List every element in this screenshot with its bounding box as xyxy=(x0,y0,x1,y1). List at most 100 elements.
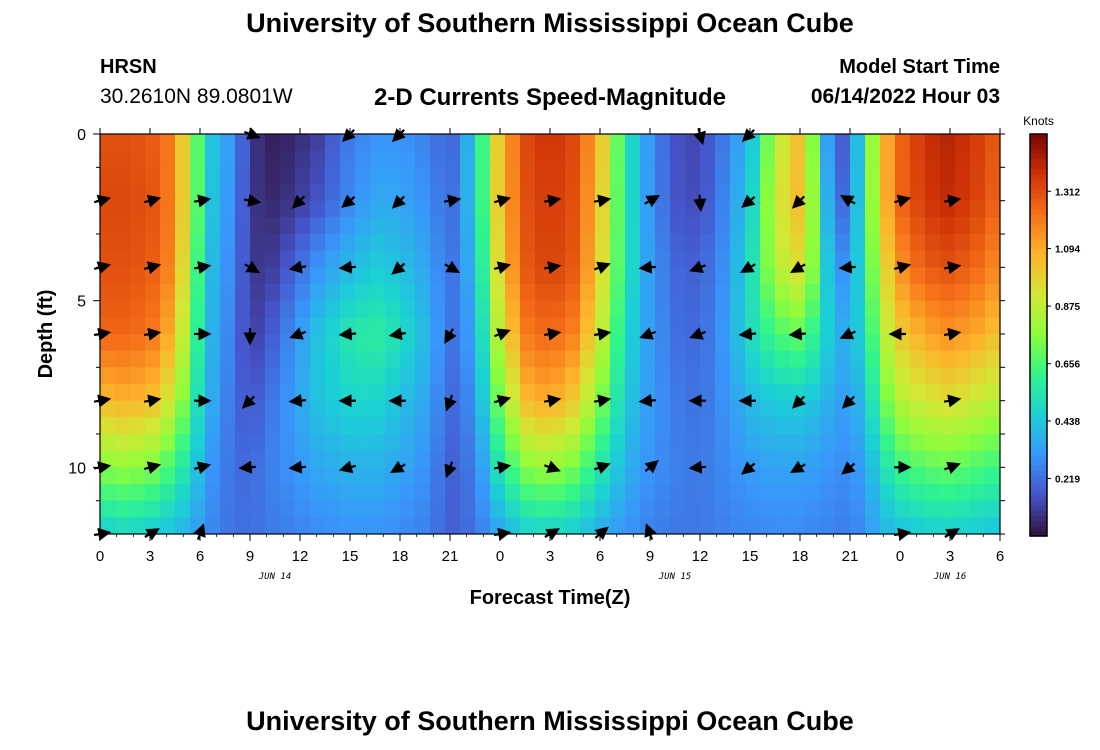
heatmap-cell xyxy=(520,484,536,502)
heatmap-cell xyxy=(130,300,146,318)
heatmap-cell xyxy=(580,167,596,185)
colorbar-segment xyxy=(1030,510,1047,517)
heatmap-cell xyxy=(250,250,266,268)
colorbar-segment xyxy=(1030,294,1047,301)
heatmap-cell xyxy=(355,400,371,418)
heatmap-cell xyxy=(925,250,941,268)
current-vector-arrow xyxy=(493,461,512,475)
heatmap-cell xyxy=(280,284,296,302)
heatmap-cell xyxy=(775,450,791,468)
heatmap-cell xyxy=(535,134,551,152)
heatmap-cell xyxy=(460,267,476,285)
heatmap-cell xyxy=(610,450,626,468)
heatmap-cell xyxy=(280,500,296,518)
heatmap-cell xyxy=(130,267,146,285)
heatmap-cell xyxy=(475,400,491,418)
y-tick-label: 0 xyxy=(77,127,86,144)
heatmap-cell xyxy=(265,517,281,534)
current-vector-arrow xyxy=(738,327,757,341)
heatmap-cell xyxy=(850,367,866,385)
heatmap-cell xyxy=(340,267,356,285)
heatmap-cell xyxy=(160,384,176,402)
heatmap-cell xyxy=(340,300,356,318)
heatmap-cell xyxy=(955,367,971,385)
heatmap-cell xyxy=(670,350,686,368)
heatmap-cell xyxy=(505,334,521,352)
heatmap-cell xyxy=(190,417,206,435)
heatmap-cell xyxy=(655,417,671,435)
heatmap-cell xyxy=(310,250,326,268)
heatmap-cell xyxy=(175,450,191,468)
heatmap-cell xyxy=(220,250,236,268)
heatmap-cell xyxy=(715,350,731,368)
heatmap-cell xyxy=(985,517,1000,534)
heatmap-cell xyxy=(355,350,371,368)
heatmap-cell xyxy=(715,450,731,468)
heatmap-cell xyxy=(460,450,476,468)
heatmap-cell xyxy=(415,334,431,352)
heatmap-cell xyxy=(235,417,251,435)
heatmap-cell xyxy=(220,284,236,302)
heatmap-cell xyxy=(460,517,476,534)
heatmap-cell xyxy=(535,317,551,335)
current-vector-arrow xyxy=(593,327,612,341)
heatmap-cell xyxy=(505,200,521,218)
heatmap-cell xyxy=(655,200,671,218)
heatmap-cell xyxy=(340,367,356,385)
heatmap-cell xyxy=(865,434,881,452)
heatmap-cell xyxy=(700,450,716,468)
heatmap-cell xyxy=(115,350,131,368)
colorbar-segment xyxy=(1030,179,1047,185)
heatmap-cell xyxy=(970,450,986,468)
heatmap-cell xyxy=(955,450,971,468)
heatmap-cell xyxy=(340,417,356,435)
heatmap-cell xyxy=(880,350,896,368)
heatmap-cell xyxy=(565,267,581,285)
heatmap-cell xyxy=(625,250,641,268)
heatmap-cell xyxy=(505,517,521,534)
heatmap-cell xyxy=(730,184,746,202)
heatmap-cell xyxy=(790,317,806,335)
colorbar-segment xyxy=(1030,139,1047,145)
heatmap-cell xyxy=(625,134,641,152)
heatmap-cell xyxy=(775,284,791,302)
heatmap-cell xyxy=(175,384,191,402)
heatmap-cell xyxy=(295,300,311,318)
heatmap-cell xyxy=(355,217,371,235)
heatmap-cell xyxy=(130,434,146,452)
colorbar-segment xyxy=(1030,370,1047,376)
heatmap-cell xyxy=(985,184,1000,202)
heatmap-cell xyxy=(805,500,821,518)
heatmap-cell xyxy=(895,334,911,352)
heatmap-cell xyxy=(670,400,686,418)
heatmap-cell xyxy=(730,417,746,435)
colorbar-segment xyxy=(1030,324,1047,331)
heatmap-cell xyxy=(550,234,566,252)
heatmap-cell xyxy=(910,317,926,335)
heatmap-cell xyxy=(310,450,326,468)
heatmap-cell xyxy=(865,234,881,252)
heatmap-cell xyxy=(640,150,656,168)
heatmap-cell xyxy=(955,167,971,185)
heatmap-cell xyxy=(985,367,1000,385)
heatmap-cell xyxy=(955,517,971,534)
heatmap-cell xyxy=(940,334,956,352)
current-vector-arrow xyxy=(193,261,212,275)
heatmap-cell xyxy=(880,284,896,302)
heatmap-cell xyxy=(460,300,476,318)
heatmap-cell xyxy=(325,350,341,368)
heatmap-cell xyxy=(430,350,446,368)
heatmap-cell xyxy=(715,250,731,268)
heatmap-cell xyxy=(415,317,431,335)
heatmap-cell xyxy=(820,317,836,335)
heatmap-cell xyxy=(190,434,206,452)
heatmap-cell xyxy=(790,217,806,235)
heatmap-cell xyxy=(910,484,926,502)
heatmap-cell xyxy=(940,267,956,285)
heatmap-cell xyxy=(115,200,131,218)
heatmap-cell xyxy=(565,500,581,518)
heatmap-cell xyxy=(205,450,221,468)
heatmap-cell xyxy=(760,317,776,335)
heatmap-cell xyxy=(700,434,716,452)
x-tick-label: 3 xyxy=(546,548,554,565)
